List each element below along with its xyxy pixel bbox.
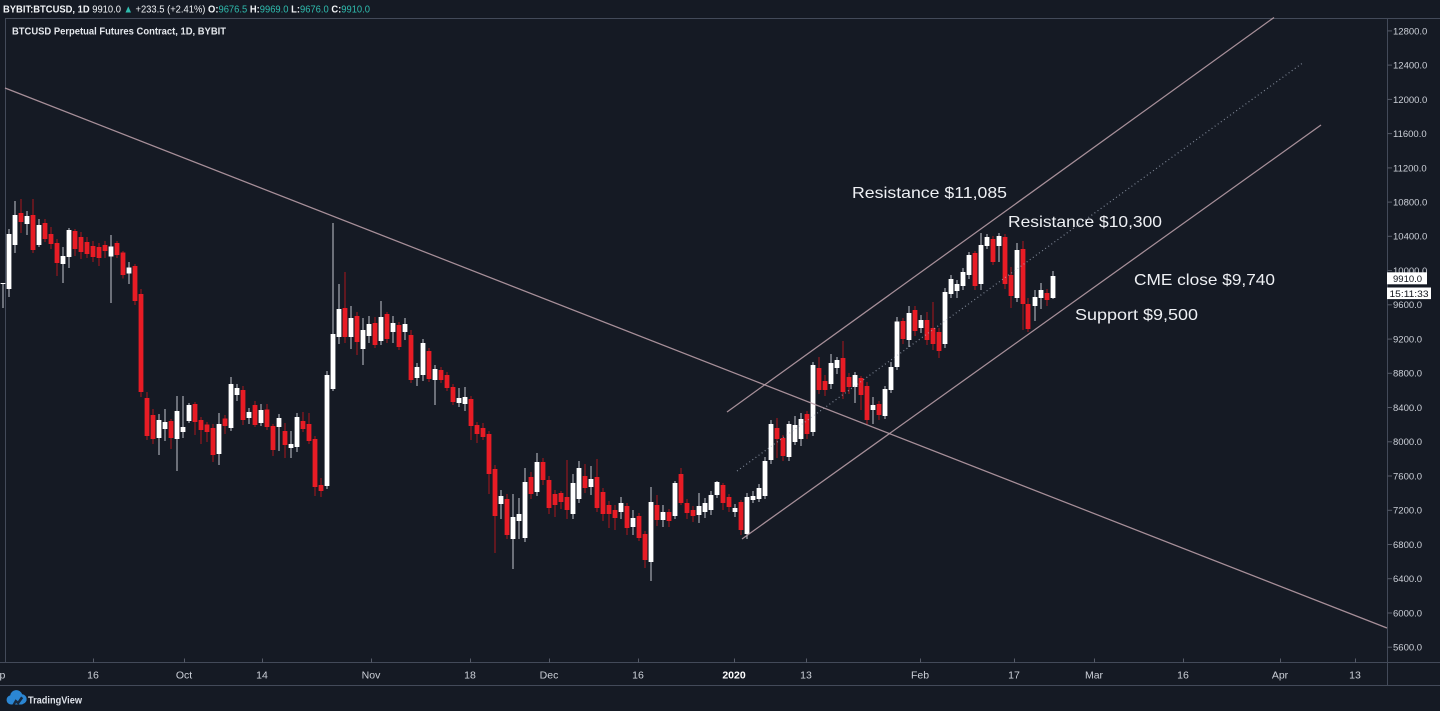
svg-text:10400.0: 10400.0 [1393,232,1427,243]
svg-text:8000.0: 8000.0 [1393,437,1422,448]
svg-text:TradingView: TradingView [28,694,83,706]
svg-text:Resistance $10,300: Resistance $10,300 [1008,214,1162,231]
svg-text:7200.0: 7200.0 [1393,506,1422,517]
svg-text:Support $9,500: Support $9,500 [1075,307,1198,324]
svg-text:Oct: Oct [176,670,192,682]
svg-text:Mar: Mar [1085,670,1104,682]
svg-text:BYBIT:BTCUSD, 1D 9910.0 ▲ +233: BYBIT:BTCUSD, 1D 9910.0 ▲ +233.5 (+2.41%… [3,4,370,16]
svg-text:12000.0: 12000.0 [1393,95,1427,106]
svg-text:12400.0: 12400.0 [1393,61,1427,72]
svg-text:16: 16 [87,670,99,682]
svg-text:14: 14 [256,670,268,682]
svg-text:9910.0: 9910.0 [1393,274,1422,285]
svg-text:Dec: Dec [540,670,559,682]
svg-text:13: 13 [800,670,812,682]
svg-text:11600.0: 11600.0 [1393,129,1427,140]
svg-text:10000.0: 10000.0 [1393,266,1427,277]
svg-text:7600.0: 7600.0 [1393,471,1422,482]
svg-text:Apr: Apr [1272,670,1289,682]
svg-text:17: 17 [1008,670,1020,682]
svg-text:16: 16 [1177,670,1189,682]
svg-text:BTCUSD Perpetual Futures Contr: BTCUSD Perpetual Futures Contract, 1D, B… [12,26,227,38]
svg-text:Nov: Nov [362,670,381,682]
svg-text:8800.0: 8800.0 [1393,369,1422,380]
svg-text:15:11:33: 15:11:33 [1390,289,1429,300]
svg-text:18: 18 [464,670,476,682]
svg-text:CME close $9,740: CME close $9,740 [1134,272,1275,289]
svg-text:10800.0: 10800.0 [1393,198,1427,209]
svg-text:6400.0: 6400.0 [1393,574,1422,585]
svg-text:8400.0: 8400.0 [1393,403,1422,414]
svg-text:9600.0: 9600.0 [1393,300,1422,311]
svg-text:Sep: Sep [0,670,5,682]
svg-text:6000.0: 6000.0 [1393,608,1422,619]
svg-text:Feb: Feb [911,670,929,682]
svg-text:11200.0: 11200.0 [1393,163,1427,174]
svg-text:13: 13 [1349,670,1361,682]
svg-text:6800.0: 6800.0 [1393,540,1422,551]
svg-text:Resistance $11,085: Resistance $11,085 [852,185,1007,202]
svg-text:9200.0: 9200.0 [1393,335,1422,346]
svg-text:2020: 2020 [722,670,746,682]
svg-text:5600.0: 5600.0 [1393,643,1422,654]
svg-text:12800.0: 12800.0 [1393,26,1427,37]
svg-text:16: 16 [632,670,644,682]
